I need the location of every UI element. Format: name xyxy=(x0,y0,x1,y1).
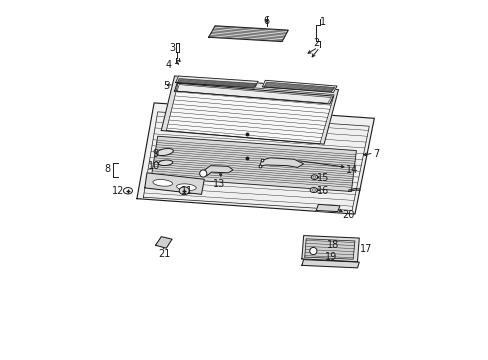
Circle shape xyxy=(199,170,206,177)
Polygon shape xyxy=(166,81,333,144)
Polygon shape xyxy=(264,82,334,92)
Text: 14: 14 xyxy=(345,165,358,175)
Text: 16: 16 xyxy=(316,186,328,196)
Polygon shape xyxy=(203,166,233,176)
Text: 13: 13 xyxy=(213,179,225,189)
Text: 6: 6 xyxy=(263,17,268,27)
Polygon shape xyxy=(155,237,172,248)
Text: 17: 17 xyxy=(360,244,372,254)
Ellipse shape xyxy=(310,175,317,180)
Ellipse shape xyxy=(312,176,315,178)
Text: 8: 8 xyxy=(104,164,110,174)
Text: 4: 4 xyxy=(165,60,171,70)
Text: 11: 11 xyxy=(181,186,193,197)
Text: 19: 19 xyxy=(325,252,337,262)
Polygon shape xyxy=(301,260,359,268)
Text: 9: 9 xyxy=(152,149,158,159)
Ellipse shape xyxy=(158,160,172,166)
Polygon shape xyxy=(177,78,256,87)
Text: 20: 20 xyxy=(342,210,354,220)
Text: 12: 12 xyxy=(112,186,124,197)
Polygon shape xyxy=(161,76,338,144)
Text: 7: 7 xyxy=(372,149,379,159)
Ellipse shape xyxy=(176,184,196,190)
Ellipse shape xyxy=(179,187,189,195)
Polygon shape xyxy=(144,173,204,194)
Text: 1: 1 xyxy=(320,17,326,27)
Polygon shape xyxy=(208,26,287,41)
Text: 5: 5 xyxy=(163,81,169,91)
Polygon shape xyxy=(174,83,333,104)
Ellipse shape xyxy=(153,180,172,186)
Ellipse shape xyxy=(311,189,315,191)
Polygon shape xyxy=(151,136,356,192)
Polygon shape xyxy=(316,204,339,212)
Ellipse shape xyxy=(123,188,132,194)
Text: 15: 15 xyxy=(316,173,328,183)
Polygon shape xyxy=(177,85,330,103)
Polygon shape xyxy=(304,239,354,259)
Polygon shape xyxy=(301,235,359,262)
Text: 2: 2 xyxy=(312,38,319,48)
Polygon shape xyxy=(137,103,373,214)
Text: 21: 21 xyxy=(159,248,171,258)
Polygon shape xyxy=(259,158,303,167)
Ellipse shape xyxy=(156,149,173,156)
Ellipse shape xyxy=(309,188,317,193)
Polygon shape xyxy=(262,80,336,93)
Circle shape xyxy=(309,247,316,255)
Polygon shape xyxy=(175,76,258,88)
Text: 10: 10 xyxy=(148,161,160,171)
Text: 3: 3 xyxy=(169,43,175,53)
Text: 18: 18 xyxy=(326,239,339,249)
